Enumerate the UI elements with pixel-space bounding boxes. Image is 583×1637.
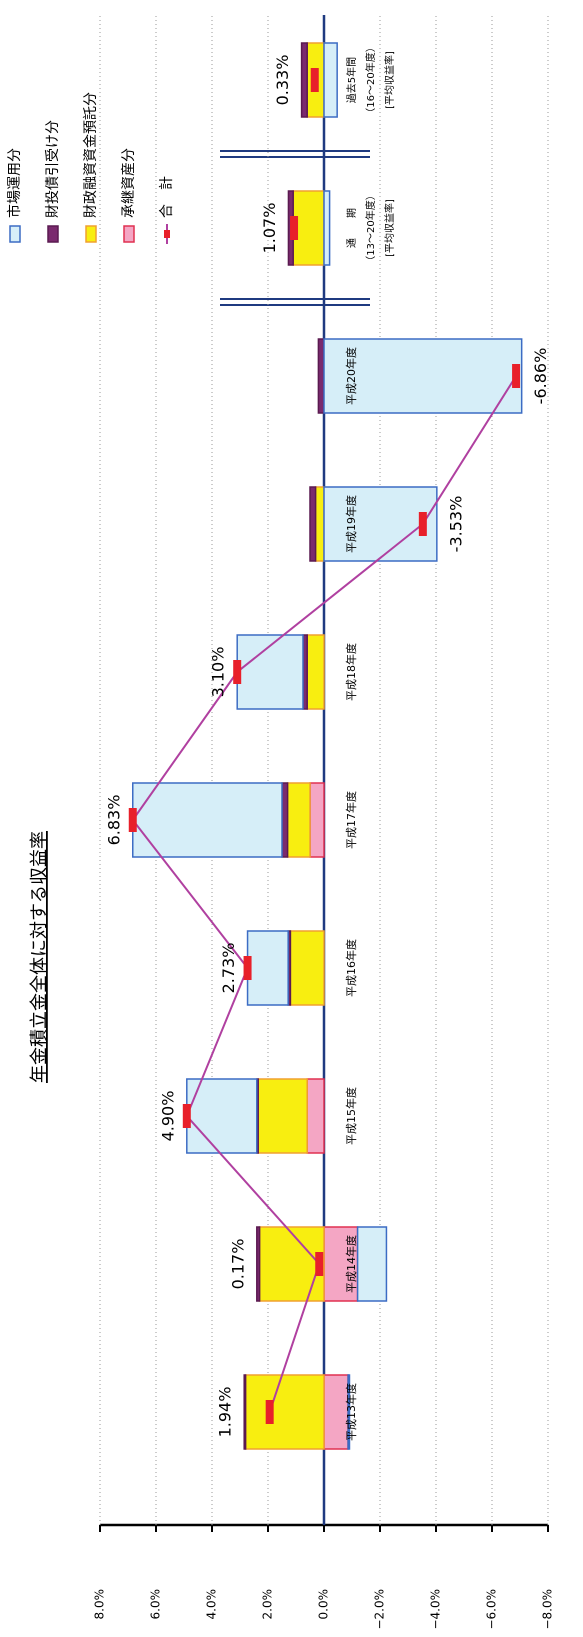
y-tick-label: −2.0% <box>373 1589 387 1630</box>
total-marker <box>233 660 242 684</box>
category-label: 平成14年度 <box>344 1235 358 1293</box>
legend-marker <box>164 230 170 238</box>
bar-segment <box>244 1374 325 1450</box>
category-label: 平成20年度 <box>344 347 358 405</box>
legend-swatch <box>47 225 59 243</box>
y-tick-label: 8.0% <box>93 1589 107 1620</box>
category-label: 平成17年度 <box>344 791 358 849</box>
bar-segment <box>323 42 338 118</box>
category-label: [平均収益率] <box>383 51 396 109</box>
bar-segment <box>256 1226 261 1302</box>
legend-label: 承継資産分 <box>121 148 137 218</box>
value-label: 2.73% <box>219 943 238 994</box>
bar-segment <box>132 782 283 858</box>
category-label: 通 期 <box>346 208 358 248</box>
category-label: 過去5年間 <box>345 57 358 103</box>
total-marker <box>265 1400 274 1424</box>
category-label: 平成19年度 <box>344 495 358 553</box>
total-marker <box>512 364 521 388</box>
bar-segment <box>317 338 325 414</box>
bar-segment <box>300 42 308 118</box>
legend-label: 財政融資資金預託分 <box>83 92 99 218</box>
y-tick-label: −6.0% <box>485 1589 499 1630</box>
value-label: 6.83% <box>104 795 123 846</box>
rotated-chart: 年金積立金全体に対する収益率 8.0% 6.0% 4.0% 2.0% 0.0% −2.0%… <box>6 15 555 1630</box>
bar-segment <box>309 782 325 858</box>
value-label: -3.53% <box>446 496 465 553</box>
bar-segment <box>286 782 311 858</box>
bar-segment <box>257 1078 308 1154</box>
category-label: [平均収益率] <box>383 199 396 257</box>
value-label: 4.90% <box>158 1091 177 1142</box>
value-label: 0.17% <box>228 1239 247 1290</box>
total-marker <box>315 1252 324 1276</box>
bars <box>132 42 523 1450</box>
bar-segment <box>347 1374 351 1450</box>
category-label: （13～20年度） <box>364 190 377 265</box>
category-label: 平成13年度 <box>344 1383 358 1441</box>
y-tick-label: 4.0% <box>205 1589 219 1620</box>
bar-segment <box>289 930 325 1006</box>
value-label: -6.86% <box>531 348 550 405</box>
y-tick-label: −4.0% <box>429 1589 443 1630</box>
bar-segment <box>314 486 325 562</box>
total-line <box>131 375 517 1413</box>
total-marker <box>290 216 299 240</box>
bar-segment <box>281 782 289 858</box>
legend-label: 市場運用分 <box>6 148 23 218</box>
value-label: 1.07% <box>260 203 279 254</box>
chart-title: 年金積立金全体に対する収益率 <box>29 831 50 1083</box>
separators <box>220 150 370 306</box>
value-label: 1.94% <box>216 1387 235 1438</box>
bar-segment <box>246 930 289 1006</box>
bar-segment <box>309 486 317 562</box>
total-marker <box>128 808 137 832</box>
total-marker <box>418 512 427 536</box>
bar-segment <box>323 338 523 414</box>
bar-segment <box>258 1226 325 1302</box>
legend-swatch <box>9 225 21 243</box>
y-tick-label: 0.0% <box>317 1589 331 1620</box>
bar-segment <box>323 190 331 266</box>
bar-segment <box>306 634 325 710</box>
value-label: 3.10% <box>209 647 228 698</box>
bar-segment <box>356 1226 388 1302</box>
value-label: 0.33% <box>273 55 292 106</box>
y-tick-label: 2.0% <box>261 1589 275 1620</box>
legend-swatch <box>85 225 97 243</box>
category-label: 平成16年度 <box>344 939 358 997</box>
bar-segment <box>306 1078 325 1154</box>
legend-label: 合 計 <box>159 176 175 218</box>
y-tick-label: 6.0% <box>149 1589 163 1620</box>
total-marker <box>310 68 319 92</box>
total-marker <box>243 956 252 980</box>
legend-swatch <box>123 225 135 243</box>
total-marker <box>182 1104 191 1128</box>
bar-segment <box>243 1374 247 1450</box>
category-label: （16～20年度） <box>364 42 377 117</box>
y-tick-label: −8.0% <box>541 1589 555 1630</box>
bar-segment <box>323 486 438 562</box>
category-label: 平成15年度 <box>344 1087 358 1145</box>
legend-label: 財投債引受け分 <box>45 120 61 218</box>
category-label: 平成18年度 <box>344 643 358 701</box>
